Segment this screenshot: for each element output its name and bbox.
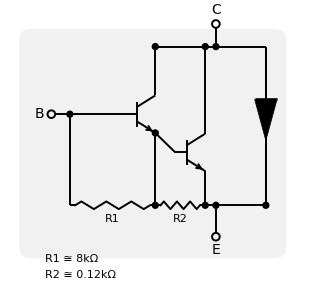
Text: R1 ≅ 8kΩ: R1 ≅ 8kΩ (45, 254, 99, 264)
Text: R1: R1 (105, 214, 120, 224)
Circle shape (263, 202, 269, 208)
Text: E: E (212, 244, 220, 257)
Text: R2: R2 (173, 214, 188, 224)
Circle shape (213, 202, 219, 208)
Text: B: B (34, 107, 44, 121)
Circle shape (202, 44, 208, 50)
Text: C: C (211, 3, 221, 17)
Circle shape (213, 44, 219, 50)
Text: R2 ≅ 0.12kΩ: R2 ≅ 0.12kΩ (45, 270, 116, 280)
Circle shape (202, 202, 208, 208)
Circle shape (152, 130, 158, 136)
Circle shape (152, 202, 158, 208)
Polygon shape (255, 100, 277, 141)
FancyBboxPatch shape (19, 29, 287, 258)
Circle shape (152, 44, 158, 50)
Circle shape (67, 111, 73, 117)
